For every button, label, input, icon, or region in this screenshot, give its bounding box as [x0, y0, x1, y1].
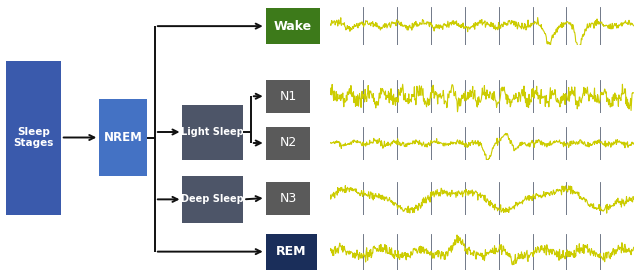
FancyBboxPatch shape: [266, 182, 310, 214]
Text: Light Sleep: Light Sleep: [181, 127, 244, 137]
FancyBboxPatch shape: [266, 8, 320, 44]
FancyBboxPatch shape: [182, 104, 243, 160]
Text: N3: N3: [280, 191, 296, 205]
FancyBboxPatch shape: [266, 80, 310, 113]
Text: Deep Sleep: Deep Sleep: [181, 194, 244, 204]
Text: Sleep
Stages: Sleep Stages: [13, 127, 54, 148]
Text: Wake: Wake: [274, 20, 312, 33]
FancyBboxPatch shape: [6, 60, 61, 215]
FancyBboxPatch shape: [182, 176, 243, 223]
FancyBboxPatch shape: [266, 126, 310, 160]
Text: N2: N2: [280, 136, 296, 150]
Text: REM: REM: [276, 245, 307, 258]
FancyBboxPatch shape: [266, 234, 317, 270]
FancyBboxPatch shape: [99, 99, 147, 176]
Text: NREM: NREM: [104, 131, 143, 144]
Text: N1: N1: [280, 90, 296, 103]
